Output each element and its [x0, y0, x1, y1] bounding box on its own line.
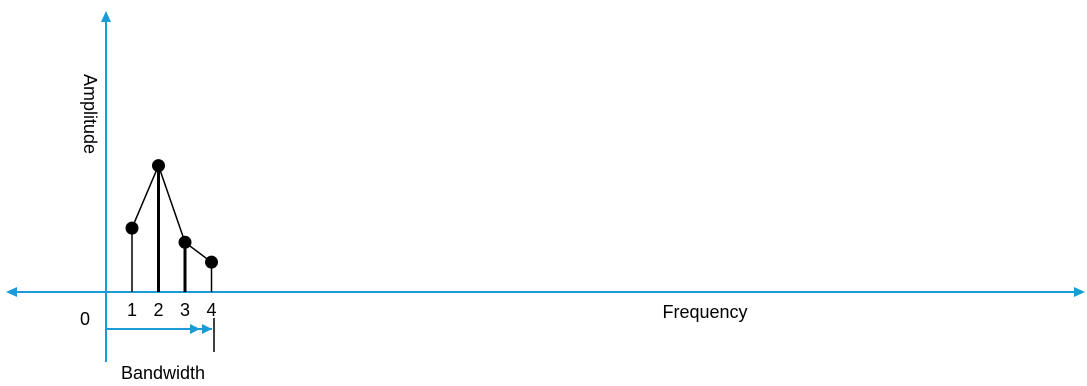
amplitude-axis	[101, 11, 111, 362]
frequency-axis-left-arrow	[6, 287, 17, 297]
origin-label: 0	[80, 309, 90, 329]
bandwidth-arrow-head-2	[202, 324, 212, 334]
spectrum-envelope	[131, 163, 212, 263]
frequency-axis-label: Frequency	[662, 302, 747, 322]
bandwidth-label: Bandwidth	[121, 363, 205, 383]
frequency-axis	[6, 287, 1085, 297]
spectrum-point-2	[152, 159, 165, 173]
frequency-tick-label-2: 2	[153, 300, 163, 320]
spectrum-point-1	[125, 221, 139, 235]
amplitude-axis-arrow	[101, 11, 111, 22]
amplitude-axis-label: Amplitude	[80, 74, 100, 154]
bandwidth-arrow-head-1	[190, 324, 200, 334]
frequency-tick-label-1: 1	[127, 300, 137, 320]
spectrum-point-4	[205, 255, 218, 269]
frequency-axis-right-arrow	[1074, 287, 1085, 297]
frequency-tick-label-3: 3	[180, 300, 190, 320]
bandwidth-indicator: Bandwidth	[106, 318, 215, 383]
frequency-tick-label-4: 4	[206, 300, 216, 320]
spectrum-point-3	[178, 235, 192, 249]
